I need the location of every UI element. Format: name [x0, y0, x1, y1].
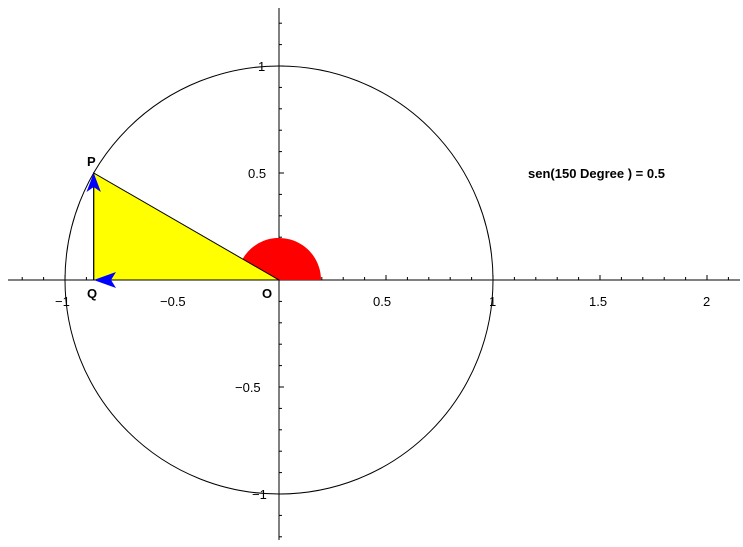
sine-vector-arrowhead — [86, 173, 101, 192]
y-tick-label: −1 — [252, 487, 267, 502]
unit-circle — [64, 65, 494, 495]
reference-triangle — [93, 172, 281, 281]
x-tick-label: 2 — [703, 294, 710, 309]
y-tick-label: 0.5 — [248, 166, 266, 181]
sine-annotation: sen(150 Degree ) = 0.5 — [528, 166, 665, 181]
x-tick-label: 0.5 — [373, 294, 391, 309]
y-tick-label: −0.5 — [235, 380, 261, 395]
point-label-q: Q — [87, 286, 97, 301]
cosine-vector-arrowhead — [93, 272, 116, 288]
x-tick-label: −1 — [55, 294, 70, 309]
x-tick-label: 1 — [489, 294, 496, 309]
x-tick-label: 1.5 — [589, 294, 607, 309]
point-label-o: O — [262, 286, 272, 301]
point-label-p: P — [87, 154, 96, 169]
x-tick-label: −0.5 — [160, 294, 186, 309]
y-tick-label: 1 — [258, 59, 265, 74]
angle-sector — [242, 237, 322, 280]
